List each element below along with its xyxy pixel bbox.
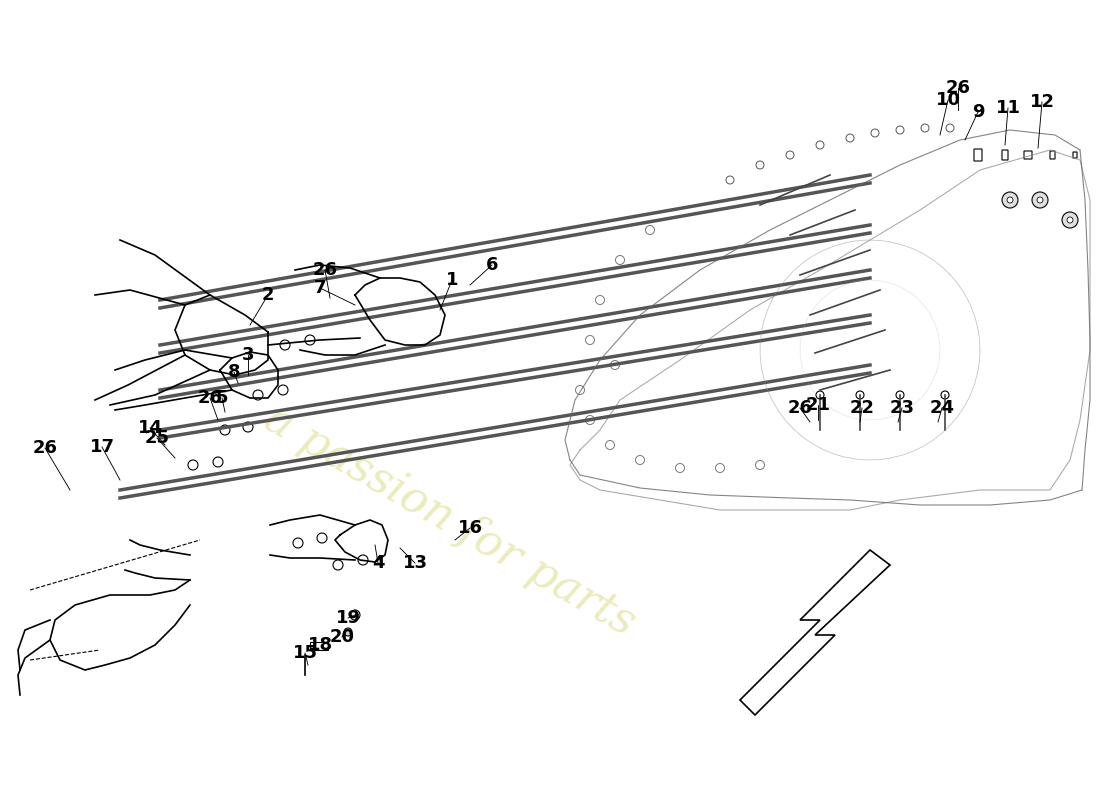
Circle shape — [213, 457, 223, 467]
Text: 1: 1 — [446, 271, 459, 289]
Circle shape — [1006, 197, 1013, 203]
Circle shape — [1002, 192, 1018, 208]
Circle shape — [305, 335, 315, 345]
Text: 2: 2 — [262, 286, 274, 304]
Circle shape — [856, 391, 864, 399]
Circle shape — [188, 460, 198, 470]
Circle shape — [616, 255, 625, 265]
Polygon shape — [740, 550, 890, 715]
Text: 20: 20 — [330, 628, 354, 646]
Circle shape — [871, 129, 879, 137]
Circle shape — [921, 124, 929, 132]
Text: 14: 14 — [138, 419, 163, 437]
Text: 13: 13 — [403, 554, 428, 572]
Text: 18: 18 — [307, 636, 332, 654]
Text: 3: 3 — [242, 346, 254, 364]
Circle shape — [243, 422, 253, 432]
Text: 7: 7 — [314, 279, 327, 297]
Circle shape — [1067, 217, 1072, 223]
Circle shape — [636, 455, 645, 465]
Circle shape — [333, 560, 343, 570]
FancyBboxPatch shape — [1050, 151, 1055, 159]
Circle shape — [610, 361, 619, 370]
Circle shape — [1062, 212, 1078, 228]
Text: 26: 26 — [33, 439, 57, 457]
Circle shape — [293, 538, 303, 548]
Circle shape — [358, 555, 368, 565]
Circle shape — [317, 533, 327, 543]
FancyBboxPatch shape — [974, 149, 982, 161]
Circle shape — [816, 141, 824, 149]
Circle shape — [846, 134, 854, 142]
Circle shape — [220, 425, 230, 435]
Circle shape — [605, 441, 615, 450]
Circle shape — [585, 415, 594, 425]
Circle shape — [280, 340, 290, 350]
FancyBboxPatch shape — [1024, 151, 1032, 159]
Circle shape — [726, 176, 734, 184]
Text: a passion for parts: a passion for parts — [257, 396, 644, 644]
Circle shape — [946, 124, 954, 132]
Text: 8: 8 — [228, 363, 240, 381]
Text: 9: 9 — [971, 103, 984, 121]
Text: 23: 23 — [890, 399, 914, 417]
Circle shape — [1032, 192, 1048, 208]
Circle shape — [816, 391, 824, 399]
Text: 21: 21 — [805, 396, 830, 414]
Circle shape — [896, 126, 904, 134]
FancyBboxPatch shape — [1072, 152, 1077, 158]
Circle shape — [585, 335, 594, 345]
Circle shape — [646, 226, 654, 234]
Text: 5: 5 — [216, 389, 229, 407]
Circle shape — [786, 151, 794, 159]
Circle shape — [575, 386, 584, 394]
Circle shape — [595, 295, 605, 305]
Text: 6: 6 — [486, 256, 498, 274]
Text: 11: 11 — [996, 99, 1021, 117]
Text: 19: 19 — [336, 609, 361, 627]
Text: 16: 16 — [458, 519, 483, 537]
Circle shape — [1037, 197, 1043, 203]
Circle shape — [350, 610, 360, 620]
Circle shape — [756, 161, 764, 169]
Circle shape — [675, 463, 684, 473]
Bar — [310, 642, 328, 650]
Text: 4: 4 — [372, 554, 384, 572]
Circle shape — [344, 628, 352, 636]
Circle shape — [278, 385, 288, 395]
Circle shape — [253, 390, 263, 400]
Text: 26: 26 — [788, 399, 813, 417]
Text: 12: 12 — [1030, 93, 1055, 111]
Text: 22: 22 — [849, 399, 875, 417]
Text: 26: 26 — [198, 389, 222, 407]
Text: 26: 26 — [312, 261, 338, 279]
Text: 26: 26 — [946, 79, 970, 97]
Circle shape — [896, 391, 904, 399]
Text: 10: 10 — [935, 91, 960, 109]
Text: 17: 17 — [89, 438, 114, 456]
Circle shape — [756, 461, 764, 470]
Text: 24: 24 — [930, 399, 955, 417]
Circle shape — [940, 391, 949, 399]
Circle shape — [715, 463, 725, 473]
Text: 25: 25 — [144, 429, 169, 447]
Text: 15: 15 — [293, 644, 318, 662]
FancyBboxPatch shape — [1002, 150, 1008, 160]
